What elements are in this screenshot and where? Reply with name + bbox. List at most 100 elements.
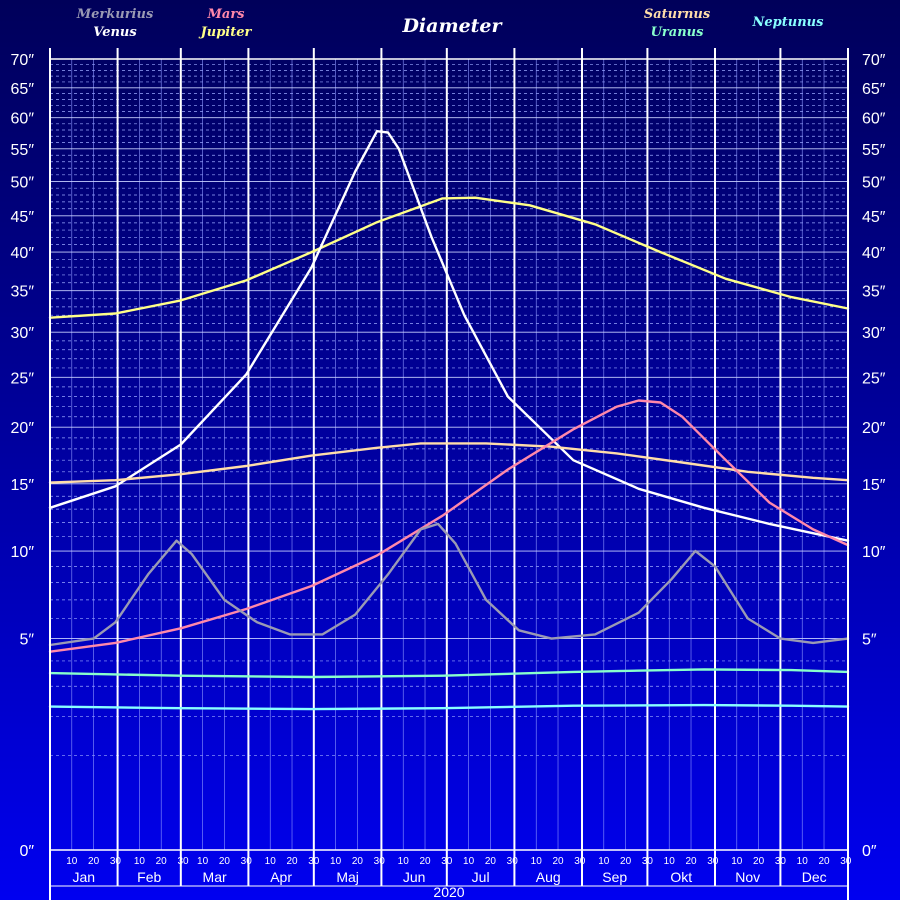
day-tick-label: 10 bbox=[463, 856, 475, 867]
y-tick-label-left: 25″ bbox=[11, 370, 35, 387]
series-line-merkurius bbox=[48, 522, 850, 647]
series-lines bbox=[48, 130, 850, 711]
y-tick-label-right: 25″ bbox=[862, 370, 886, 387]
minor-gridlines bbox=[50, 59, 848, 850]
axis-labels: 0″ 0″ 5″ 5″ 10″ 10″ 15″ 15″ 20″ 20″ 25″ 25″ 30″ 30″ 35… bbox=[11, 52, 886, 885]
month-label: Aug bbox=[536, 869, 561, 885]
month-label: Jul bbox=[472, 869, 490, 885]
day-tick-label: 20 bbox=[419, 856, 431, 867]
y-tick-label-left: 10″ bbox=[11, 544, 35, 561]
y-tick-label-left: 55″ bbox=[11, 142, 35, 159]
y-tick-label-right: 20″ bbox=[862, 420, 886, 437]
year-label: 2020 bbox=[433, 884, 464, 900]
day-tick-label: 30 bbox=[707, 856, 719, 867]
day-tick-label: 10 bbox=[664, 856, 676, 867]
day-tick-label: 10 bbox=[265, 856, 277, 867]
day-tick-label: 10 bbox=[66, 856, 78, 867]
y-tick-label-right: 30″ bbox=[862, 325, 886, 342]
day-tick-label: 30 bbox=[241, 856, 253, 867]
day-tick-label: 10 bbox=[134, 856, 146, 867]
month-label: Okt bbox=[670, 869, 692, 885]
legend-entry-venus: Venus bbox=[93, 25, 137, 40]
day-tick-label: 10 bbox=[797, 856, 809, 867]
day-tick-label: 20 bbox=[156, 856, 168, 867]
y-tick-label-left: 65″ bbox=[11, 81, 35, 98]
day-tick-label: 10 bbox=[330, 856, 342, 867]
legend-entry-jupiter: Jupiter bbox=[198, 25, 253, 40]
legend-entry-saturnus: Saturnus bbox=[644, 7, 711, 22]
day-tick-label: 20 bbox=[352, 856, 364, 867]
y-tick-label-left: 35″ bbox=[11, 284, 35, 301]
series-line-neptunus bbox=[48, 703, 850, 711]
day-tick-label: 30 bbox=[574, 856, 586, 867]
legend-entry-mars: Mars bbox=[207, 7, 246, 22]
month-label: Maj bbox=[336, 869, 359, 885]
series-line-mars bbox=[48, 399, 850, 653]
y-tick-label-right: 15″ bbox=[862, 477, 886, 494]
y-tick-label-right: 60″ bbox=[862, 111, 886, 128]
day-tick-label: 10 bbox=[197, 856, 209, 867]
y-tick-label-right: 50″ bbox=[862, 174, 886, 191]
y-tick-label-right: 35″ bbox=[862, 284, 886, 301]
y-tick-label-left: 50″ bbox=[11, 174, 35, 191]
month-label: Jan bbox=[73, 869, 96, 885]
month-label: Apr bbox=[270, 869, 292, 885]
y-tick-label-right: 65″ bbox=[862, 81, 886, 98]
day-tick-label: 20 bbox=[620, 856, 632, 867]
y-tick-label-left: 30″ bbox=[11, 325, 35, 342]
day-tick-label: 30 bbox=[177, 856, 189, 867]
day-tick-label: 20 bbox=[88, 856, 100, 867]
legend-entry-neptunus: Neptunus bbox=[752, 15, 825, 30]
series-line-venus bbox=[48, 130, 850, 542]
day-tick-label: 20 bbox=[753, 856, 765, 867]
day-tick-label: 10 bbox=[731, 856, 743, 867]
day-tick-label: 30 bbox=[308, 856, 320, 867]
month-label: Jun bbox=[403, 869, 426, 885]
day-tick-label: 30 bbox=[110, 856, 122, 867]
y-tick-label-right: 45″ bbox=[862, 209, 886, 226]
y-tick-label-left: 15″ bbox=[11, 477, 35, 494]
series-line-jupiter bbox=[48, 196, 850, 319]
y-tick-label-left: 45″ bbox=[11, 209, 35, 226]
y-tick-label-right: 55″ bbox=[862, 142, 886, 159]
day-tick-label: 20 bbox=[818, 856, 830, 867]
legend-entry-merkurius: Merkurius bbox=[76, 7, 154, 22]
day-tick-label: 30 bbox=[507, 856, 519, 867]
day-tick-label: 20 bbox=[685, 856, 697, 867]
y-tick-label-left: 0″ bbox=[19, 843, 34, 860]
month-label: Mar bbox=[203, 869, 227, 885]
day-tick-label: 20 bbox=[219, 856, 231, 867]
y-tick-label-right: 5″ bbox=[862, 632, 877, 649]
day-tick-label: 10 bbox=[398, 856, 410, 867]
legend: Merkurius Venus Mars Jupiter Saturnus Uranus N… bbox=[76, 7, 824, 40]
chart-title: Diameter bbox=[401, 15, 503, 37]
day-tick-label: 30 bbox=[642, 856, 654, 867]
y-tick-label-left: 70″ bbox=[11, 52, 35, 69]
day-tick-label: 30 bbox=[441, 856, 453, 867]
axes bbox=[49, 48, 849, 900]
day-tick-label: 30 bbox=[840, 856, 852, 867]
day-tick-label: 20 bbox=[286, 856, 298, 867]
legend-entry-uranus: Uranus bbox=[651, 25, 705, 40]
y-tick-label-right: 10″ bbox=[862, 544, 886, 561]
day-tick-label: 30 bbox=[374, 856, 386, 867]
day-tick-label: 10 bbox=[598, 856, 610, 867]
y-tick-label-left: 20″ bbox=[11, 420, 35, 437]
y-tick-label-right: 0″ bbox=[862, 843, 877, 860]
y-tick-label-left: 40″ bbox=[11, 245, 35, 262]
day-tick-label: 10 bbox=[531, 856, 543, 867]
day-tick-label: 20 bbox=[485, 856, 497, 867]
month-label: Sep bbox=[602, 869, 627, 885]
month-label: Feb bbox=[137, 869, 161, 885]
y-tick-label-right: 40″ bbox=[862, 245, 886, 262]
day-tick-label: 30 bbox=[775, 856, 787, 867]
series-line-uranus bbox=[48, 668, 850, 679]
day-tick-label: 20 bbox=[552, 856, 564, 867]
month-label: Dec bbox=[802, 869, 827, 885]
y-tick-label-right: 70″ bbox=[862, 52, 886, 69]
y-tick-label-left: 60″ bbox=[11, 111, 35, 128]
month-label: Nov bbox=[735, 869, 760, 885]
y-tick-label-left: 5″ bbox=[19, 632, 34, 649]
